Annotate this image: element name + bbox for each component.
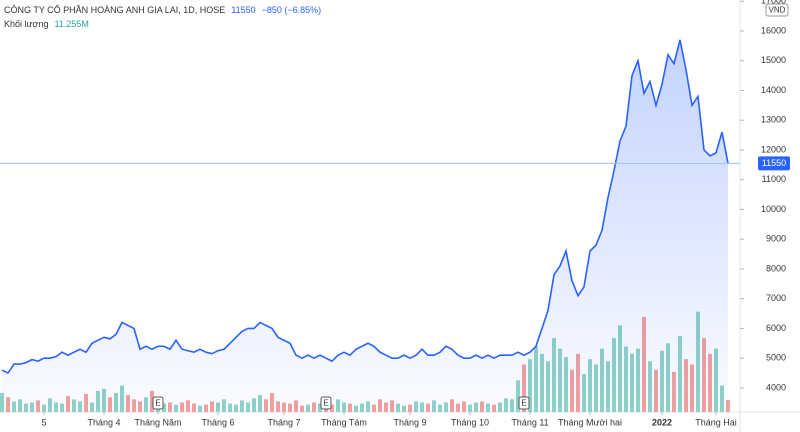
x-tick-label: Tháng Mười hai bbox=[558, 417, 622, 427]
y-tick-label: 7000 bbox=[766, 293, 786, 303]
y-tick-label: 8000 bbox=[766, 263, 786, 273]
event-label: E bbox=[155, 399, 160, 408]
x-tick-label: Tháng 10 bbox=[451, 417, 489, 427]
price-area bbox=[2, 39, 728, 413]
x-tick-label: Tháng 4 bbox=[87, 417, 120, 427]
y-tick-label: 13000 bbox=[761, 115, 786, 125]
event-label: E bbox=[323, 399, 328, 408]
currency: VND bbox=[769, 6, 786, 15]
x-tick-label: 2022 bbox=[652, 417, 672, 427]
y-tick-label: 17000 bbox=[761, 0, 786, 6]
y-tick-label: 4000 bbox=[766, 382, 786, 392]
event-label: E bbox=[521, 399, 526, 408]
y-tick-label: 14000 bbox=[761, 85, 786, 95]
y-tick-label: 9000 bbox=[766, 234, 786, 244]
y-tick-label: 5000 bbox=[766, 353, 786, 363]
event-marker bbox=[320, 396, 332, 410]
y-tick-label: 10000 bbox=[761, 204, 786, 214]
y-tick-label: 12000 bbox=[761, 144, 786, 154]
last-price: 11550 bbox=[231, 5, 256, 15]
x-tick-label: Tháng 11 bbox=[511, 417, 548, 427]
legend-row: Khối lượng 11.255M bbox=[4, 17, 321, 31]
x-tick-label: Tháng Năm bbox=[134, 417, 181, 427]
x-tick-label: Tháng Hai bbox=[695, 417, 737, 427]
x-tick-label: Tháng 6 bbox=[201, 417, 234, 427]
y-tick-label: 11000 bbox=[762, 174, 786, 184]
event-marker bbox=[152, 396, 164, 410]
legend-row: CÔNG TY CỔ PHẦN HOÀNG ANH GIA LAI, 1D, H… bbox=[4, 3, 321, 17]
currency-box bbox=[765, 3, 789, 17]
x-tick-label: 5 bbox=[41, 417, 46, 427]
y-tick-label: 16000 bbox=[761, 25, 786, 35]
volume-value: 11.255M bbox=[54, 19, 89, 29]
last-price-label: 11550 bbox=[762, 158, 786, 168]
last-price-box bbox=[758, 156, 790, 171]
legend: CÔNG TY CỔ PHẦN HOÀNG ANH GIA LAI, 1D, H… bbox=[4, 3, 321, 31]
symbol-title: CÔNG TY CỔ PHẦN HOÀNG ANH GIA LAI, 1D, H… bbox=[4, 5, 226, 15]
x-tick-label: Tháng 9 bbox=[393, 417, 426, 427]
price-line bbox=[1, 39, 729, 375]
y-tick-label: 6000 bbox=[766, 323, 786, 333]
price-change: −850 (−6.85%) bbox=[261, 5, 322, 15]
event-marker bbox=[518, 396, 530, 410]
x-tick-label: Tháng 7 bbox=[267, 417, 300, 427]
y-tick-label: 15000 bbox=[761, 55, 786, 65]
volume-name: Khối lượng bbox=[4, 19, 49, 29]
x-tick-label: Tháng Tám bbox=[321, 417, 367, 427]
